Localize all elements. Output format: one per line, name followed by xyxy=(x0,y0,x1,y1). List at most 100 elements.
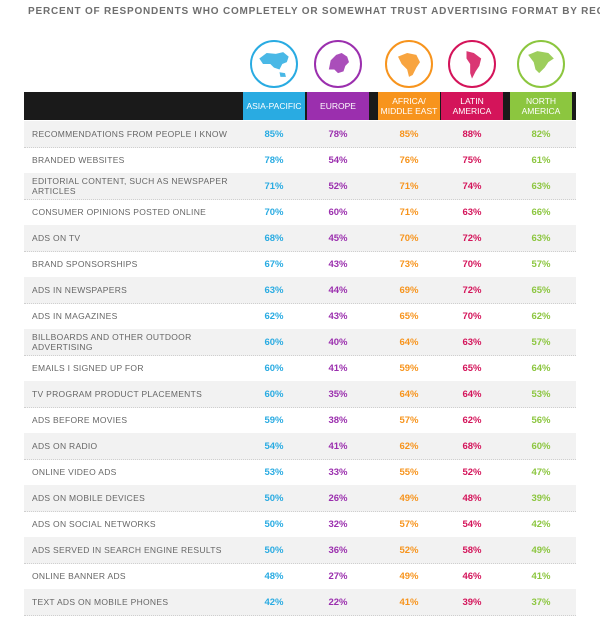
row-label: EDITORIAL CONTENT, SUCH AS NEWSPAPER ART… xyxy=(32,176,228,196)
value-cell: 63% xyxy=(462,336,482,348)
row-label: TV PROGRAM PRODUCT PLACEMENTS xyxy=(32,389,203,399)
value-cell: 38% xyxy=(328,414,348,426)
value-cell: 72% xyxy=(462,232,482,244)
value-cell: 41% xyxy=(328,362,348,374)
value-cell: 71% xyxy=(264,180,284,192)
value-cell: 65% xyxy=(399,310,419,322)
region-icons xyxy=(0,38,600,90)
europe-map-icon xyxy=(314,40,362,88)
value-cell: 54% xyxy=(328,154,348,166)
column-header-4: NORTH AMERICA xyxy=(510,92,572,120)
value-cell: 43% xyxy=(328,310,348,322)
value-cell: 56% xyxy=(531,414,551,426)
value-cell: 39% xyxy=(462,596,482,608)
value-cell: 33% xyxy=(328,466,348,478)
table-row: ADS ON MOBILE DEVICES 50% 26% 49% 48% 39% xyxy=(24,485,576,512)
value-cell: 65% xyxy=(531,284,551,296)
value-cell: 36% xyxy=(328,544,348,556)
value-cell: 60% xyxy=(264,388,284,400)
value-cell: 50% xyxy=(264,518,284,530)
value-cell: 41% xyxy=(531,570,551,582)
value-cell: 60% xyxy=(531,440,551,452)
value-cell: 70% xyxy=(399,232,419,244)
table-row: BRANDED WEBSITES 78% 54% 76% 75% 61% xyxy=(24,147,576,174)
table-row: TV PROGRAM PRODUCT PLACEMENTS 60% 35% 64% 64… xyxy=(24,381,576,408)
value-cell: 63% xyxy=(531,232,551,244)
value-cell: 43% xyxy=(328,258,348,270)
value-cell: 44% xyxy=(328,284,348,296)
value-cell: 64% xyxy=(462,388,482,400)
value-cell: 64% xyxy=(531,362,551,374)
value-cell: 54% xyxy=(264,440,284,452)
value-cell: 73% xyxy=(399,258,419,270)
value-cell: 27% xyxy=(328,570,348,582)
value-cell: 35% xyxy=(328,388,348,400)
value-cell: 67% xyxy=(264,258,284,270)
value-cell: 78% xyxy=(264,154,284,166)
value-cell: 71% xyxy=(399,206,419,218)
row-label: BILLBOARDS AND OTHER OUTDOOR ADVERTISING xyxy=(32,332,192,352)
table-row: CONSUMER OPINIONS POSTED ONLINE 70% 60% 71%… xyxy=(24,199,576,226)
row-label: ADS ON MOBILE DEVICES xyxy=(32,493,146,503)
table-row: ADS IN NEWSPAPERS 63% 44% 69% 72% 65% xyxy=(24,277,576,304)
value-cell: 42% xyxy=(531,518,551,530)
value-cell: 57% xyxy=(399,518,419,530)
value-cell: 42% xyxy=(264,596,284,608)
value-cell: 74% xyxy=(462,180,482,192)
table-row: ONLINE VIDEO ADS 53% 33% 55% 52% 47% xyxy=(24,459,576,486)
value-cell: 65% xyxy=(462,362,482,374)
table-row: ADS ON TV 68% 45% 70% 72% 63% xyxy=(24,225,576,252)
value-cell: 49% xyxy=(531,544,551,556)
value-cell: 40% xyxy=(328,336,348,348)
value-cell: 48% xyxy=(264,570,284,582)
table-row: BILLBOARDS AND OTHER OUTDOOR ADVERTISING… xyxy=(24,329,576,356)
row-label: EMAILS I SIGNED UP FOR xyxy=(32,363,144,373)
row-label: ONLINE BANNER ADS xyxy=(32,571,126,581)
value-cell: 52% xyxy=(328,180,348,192)
table-row: BRAND SPONSORSHIPS 67% 43% 73% 70% 57% xyxy=(24,251,576,278)
value-cell: 41% xyxy=(328,440,348,452)
value-cell: 71% xyxy=(399,180,419,192)
value-cell: 22% xyxy=(328,596,348,608)
value-cell: 70% xyxy=(462,310,482,322)
value-cell: 52% xyxy=(399,544,419,556)
latin-america-map-icon xyxy=(448,40,496,88)
value-cell: 49% xyxy=(399,492,419,504)
table-row: TEXT ADS ON MOBILE PHONES 42% 22% 41% 39% 37% xyxy=(24,589,576,616)
value-cell: 46% xyxy=(462,570,482,582)
value-cell: 66% xyxy=(531,206,551,218)
value-cell: 49% xyxy=(399,570,419,582)
value-cell: 47% xyxy=(531,466,551,478)
value-cell: 50% xyxy=(264,544,284,556)
value-cell: 39% xyxy=(531,492,551,504)
value-cell: 85% xyxy=(264,128,284,140)
value-cell: 75% xyxy=(462,154,482,166)
row-label: BRAND SPONSORSHIPS xyxy=(32,259,138,269)
value-cell: 57% xyxy=(531,258,551,270)
value-cell: 57% xyxy=(399,414,419,426)
row-label: ONLINE VIDEO ADS xyxy=(32,467,117,477)
row-label: ADS BEFORE MOVIES xyxy=(32,415,128,425)
value-cell: 76% xyxy=(399,154,419,166)
row-label: ADS ON SOCIAL NETWORKS xyxy=(32,519,156,529)
value-cell: 63% xyxy=(264,284,284,296)
value-cell: 41% xyxy=(399,596,419,608)
column-header-2: AFRICA/ MIDDLE EAST xyxy=(378,92,440,120)
table-row: ADS BEFORE MOVIES 59% 38% 57% 62% 56% xyxy=(24,407,576,434)
table-row: ONLINE BANNER ADS 48% 27% 49% 46% 41% xyxy=(24,563,576,590)
table-row: EMAILS I SIGNED UP FOR 60% 41% 59% 65% 64% xyxy=(24,355,576,382)
value-cell: 60% xyxy=(264,362,284,374)
row-label: TEXT ADS ON MOBILE PHONES xyxy=(32,597,169,607)
value-cell: 59% xyxy=(264,414,284,426)
row-label: BRANDED WEBSITES xyxy=(32,155,125,165)
value-cell: 82% xyxy=(531,128,551,140)
value-cell: 53% xyxy=(264,466,284,478)
value-cell: 62% xyxy=(399,440,419,452)
value-cell: 68% xyxy=(264,232,284,244)
value-cell: 69% xyxy=(399,284,419,296)
value-cell: 57% xyxy=(531,336,551,348)
value-cell: 88% xyxy=(462,128,482,140)
value-cell: 78% xyxy=(328,128,348,140)
value-cell: 55% xyxy=(399,466,419,478)
row-label: ADS ON RADIO xyxy=(32,441,98,451)
